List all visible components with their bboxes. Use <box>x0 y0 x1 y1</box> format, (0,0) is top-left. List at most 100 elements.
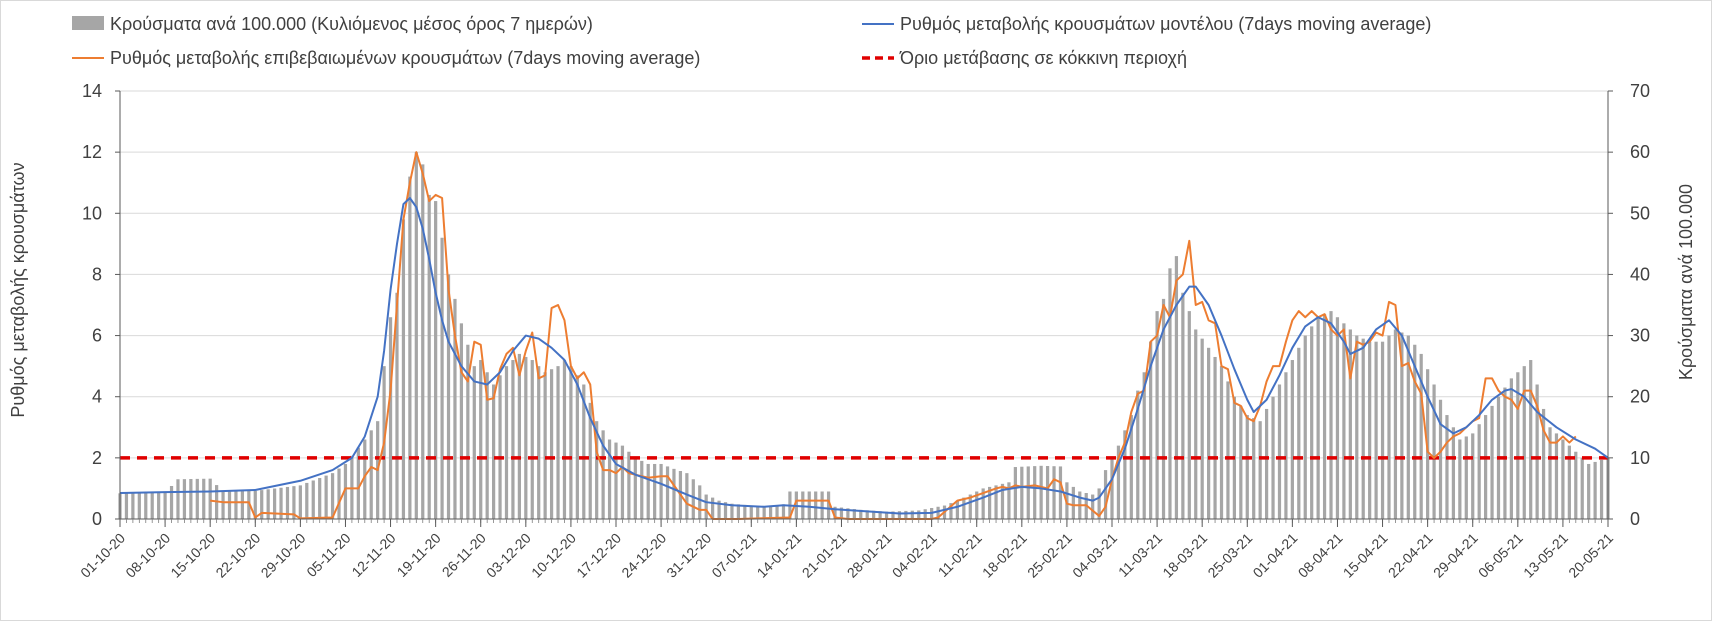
bar <box>1561 439 1565 519</box>
bar <box>1393 329 1398 519</box>
gridlines <box>120 90 1608 459</box>
legend: Κρούσματα ανά 100.000 (Κυλιόμενος μέσος … <box>72 14 1431 68</box>
bar <box>910 510 914 519</box>
bar <box>1052 466 1056 519</box>
bar <box>1116 445 1121 519</box>
model-rate-line <box>119 197 1609 515</box>
bar <box>1161 298 1166 519</box>
bar <box>1445 415 1449 519</box>
y-tick-label-right: 70 <box>1630 81 1650 101</box>
y-tick-label-left: 6 <box>92 326 102 346</box>
bar <box>253 490 257 519</box>
bar <box>279 487 283 519</box>
bar <box>846 508 850 519</box>
bar <box>492 384 496 519</box>
bar <box>1194 329 1198 519</box>
bar <box>917 510 921 519</box>
legend-label-confirmed: Ρυθμός μεταβολής επιβεβαιωμένων κρουσμάτ… <box>110 48 700 68</box>
bar <box>1574 451 1578 519</box>
y-tick-label-right: 30 <box>1630 326 1650 346</box>
legend-label-bars: Κρούσματα ανά 100.000 (Κυλιόμενος μέσος … <box>110 14 593 34</box>
bar <box>1541 408 1546 519</box>
bar <box>665 466 670 519</box>
bar <box>653 463 657 519</box>
bar <box>1438 399 1443 519</box>
bar <box>1000 483 1005 519</box>
bar <box>530 360 534 519</box>
bar <box>749 505 753 519</box>
bar <box>472 366 476 519</box>
legend-label-threshold: Όριο μετάβασης σε κόκκινη περιοχή <box>899 48 1187 68</box>
bar <box>537 366 541 519</box>
bar <box>1277 384 1282 519</box>
bar <box>736 504 740 519</box>
bar <box>1258 421 1262 519</box>
bar <box>968 494 972 519</box>
bar <box>440 237 444 520</box>
bar <box>1593 461 1597 519</box>
bar <box>988 486 992 519</box>
bar <box>1471 433 1475 519</box>
bar <box>1554 433 1559 519</box>
bar <box>1033 466 1037 519</box>
y-tick-label-left: 2 <box>92 448 102 468</box>
confirmed-rate-line <box>210 151 1577 520</box>
bar <box>1348 329 1352 519</box>
bar <box>369 430 373 519</box>
bar <box>343 463 348 519</box>
bar <box>298 485 302 519</box>
y-tick-label-left: 10 <box>82 203 102 223</box>
bar <box>1071 486 1075 519</box>
y-tick-label-left: 0 <box>92 509 102 529</box>
bar <box>285 486 290 519</box>
line-series <box>119 151 1609 520</box>
bar <box>169 485 174 519</box>
bar <box>324 475 328 519</box>
bar <box>1419 353 1423 519</box>
bar <box>1155 311 1159 519</box>
bar <box>234 491 238 519</box>
bar <box>157 492 161 519</box>
bar <box>1451 427 1456 519</box>
bar <box>955 500 960 519</box>
bar <box>1149 341 1153 519</box>
bar <box>1599 459 1604 519</box>
bar <box>318 478 322 519</box>
bar <box>575 375 579 519</box>
bar <box>498 375 502 519</box>
bar <box>1168 268 1172 519</box>
bar <box>202 478 206 519</box>
bar <box>1380 341 1385 519</box>
bar <box>240 491 244 519</box>
bar <box>395 292 399 519</box>
bar <box>556 366 560 519</box>
bar <box>485 372 489 519</box>
y-axis-label-left: Ρυθμός μεταβολής κρουσμάτων <box>8 162 28 417</box>
bar <box>524 356 528 519</box>
bar <box>459 323 464 519</box>
bar <box>549 369 554 519</box>
y-tick-label-right: 10 <box>1630 448 1650 468</box>
bar <box>1142 372 1146 519</box>
bar <box>356 447 360 519</box>
bar <box>1529 360 1533 519</box>
bar <box>1213 356 1217 519</box>
bar <box>646 463 650 519</box>
bar <box>221 491 225 519</box>
bar <box>1020 466 1024 519</box>
bar <box>227 491 232 519</box>
bar <box>182 479 187 519</box>
y-tick-label-left: 14 <box>82 81 102 101</box>
bar <box>1484 415 1488 519</box>
bar <box>311 480 315 519</box>
y-tick-label-left: 12 <box>82 142 102 162</box>
bar <box>176 479 180 519</box>
bar <box>878 511 882 519</box>
bar <box>350 455 354 519</box>
bar <box>1007 482 1011 519</box>
bar <box>1400 332 1404 519</box>
bar <box>865 510 869 519</box>
bar <box>1458 439 1462 519</box>
bar <box>1219 366 1224 519</box>
